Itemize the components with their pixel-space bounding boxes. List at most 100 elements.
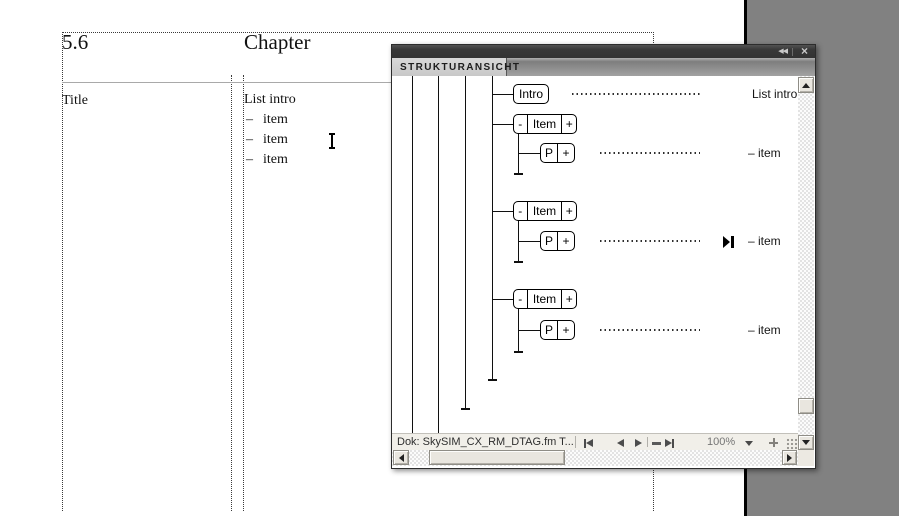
snippet-list-intro[interactable]: List intro bbox=[752, 87, 798, 101]
table-column-divider-left bbox=[231, 75, 232, 511]
tree-line-end-tick bbox=[488, 379, 497, 381]
tree-node-intro[interactable]: Intro bbox=[513, 84, 549, 104]
statusbar-divider bbox=[575, 436, 576, 448]
minus-icon bbox=[652, 442, 661, 445]
tree-connector bbox=[518, 241, 540, 242]
last-page-button[interactable] bbox=[665, 438, 674, 448]
tree-node-p[interactable]: P + bbox=[540, 231, 575, 251]
node-label[interactable]: Item bbox=[526, 115, 562, 133]
collapse-button[interactable]: - bbox=[518, 117, 523, 131]
next-page-button[interactable] bbox=[635, 438, 642, 448]
section-number: 5.6 bbox=[62, 30, 89, 54]
panel-resize-grip[interactable] bbox=[798, 450, 814, 466]
node-label[interactable]: P bbox=[544, 323, 553, 337]
horizontal-scrollbar-thumb[interactable] bbox=[429, 450, 565, 465]
last-page-icon bbox=[665, 439, 672, 447]
zoom-in-button[interactable] bbox=[769, 438, 778, 447]
tree-node-p[interactable]: P + bbox=[540, 143, 575, 163]
structure-tree-canvas[interactable]: Intro List intro - Item + P + – item bbox=[392, 76, 798, 433]
arrow-up-icon bbox=[802, 82, 810, 88]
expand-button[interactable]: + bbox=[561, 202, 576, 220]
horizontal-scrollbar[interactable] bbox=[392, 450, 798, 466]
tree-line-end-tick bbox=[514, 261, 523, 263]
resize-grip-icon[interactable] bbox=[786, 438, 797, 450]
tree-line-end-tick bbox=[461, 408, 470, 410]
text-cursor-icon bbox=[328, 133, 336, 149]
list-intro-text: List intro bbox=[244, 92, 296, 107]
expand-button[interactable]: + bbox=[557, 321, 574, 339]
snippet-item[interactable]: – item bbox=[748, 234, 781, 248]
expand-button[interactable]: + bbox=[561, 115, 576, 133]
arrow-right-icon bbox=[635, 439, 642, 447]
panel-tabstrip: STRUKTURANSICHT bbox=[392, 58, 815, 76]
tree-connector bbox=[518, 153, 540, 154]
list-item-text: item bbox=[263, 132, 288, 147]
statusbar-divider bbox=[647, 437, 648, 447]
panel-titlebar[interactable]: ◀◀ × bbox=[392, 44, 815, 58]
leader-dots bbox=[600, 240, 700, 242]
list-item-dash: – bbox=[246, 112, 253, 127]
tree-line-end-tick bbox=[514, 351, 523, 353]
text-frame-border-top bbox=[62, 32, 654, 33]
snippet-item[interactable]: – item bbox=[748, 323, 781, 337]
node-label[interactable]: Item bbox=[526, 202, 562, 220]
tree-child-line bbox=[518, 134, 519, 174]
tree-node-item[interactable]: - Item + bbox=[513, 114, 577, 134]
scroll-right-button[interactable] bbox=[782, 450, 797, 465]
tree-ancestor-line bbox=[465, 76, 466, 409]
tree-connector bbox=[492, 211, 513, 212]
tab-strukturansicht[interactable]: STRUKTURANSICHT bbox=[392, 58, 519, 76]
panel-statusbar: Dok: SkySIM_CX_RM_DTAG.fm T... 100% bbox=[392, 433, 798, 450]
scroll-up-button[interactable] bbox=[798, 77, 814, 93]
node-label[interactable]: Intro bbox=[518, 87, 543, 101]
expand-button[interactable]: + bbox=[561, 290, 576, 308]
expand-button[interactable]: + bbox=[557, 144, 574, 162]
node-label[interactable]: P bbox=[544, 146, 553, 160]
tree-connector bbox=[492, 124, 513, 125]
first-page-button[interactable] bbox=[584, 438, 593, 448]
collapse-button[interactable]: - bbox=[518, 292, 523, 306]
leader-dots bbox=[600, 329, 700, 331]
tree-line-end-tick bbox=[514, 173, 523, 175]
node-label[interactable]: Item bbox=[526, 290, 562, 308]
tree-connector bbox=[492, 299, 513, 300]
collapse-button[interactable]: - bbox=[518, 204, 523, 218]
tree-connector bbox=[492, 94, 513, 95]
first-page-icon bbox=[586, 439, 593, 447]
zoom-menu-icon[interactable] bbox=[745, 441, 753, 446]
insertion-point-icon bbox=[723, 236, 735, 248]
tree-node-p[interactable]: P + bbox=[540, 320, 575, 340]
tree-connector bbox=[518, 330, 540, 331]
page-minus-button[interactable] bbox=[652, 438, 661, 448]
previous-page-button[interactable] bbox=[617, 438, 624, 448]
chapter-heading: Chapter bbox=[244, 30, 311, 54]
snippet-item[interactable]: – item bbox=[748, 146, 781, 160]
arrow-down-icon bbox=[802, 440, 810, 445]
scroll-left-button[interactable] bbox=[393, 450, 409, 465]
tree-ancestor-line bbox=[438, 76, 439, 433]
zoom-level-value[interactable]: 100% bbox=[707, 436, 736, 448]
header-rule bbox=[62, 82, 654, 83]
tree-ancestor-line bbox=[412, 76, 413, 433]
close-panel-icon[interactable]: × bbox=[800, 44, 808, 58]
scroll-down-button[interactable] bbox=[798, 435, 814, 450]
collapse-panel-icon[interactable]: ◀◀ bbox=[778, 48, 788, 55]
tree-ancestor-line bbox=[492, 76, 493, 380]
vertical-scrollbar-thumb[interactable] bbox=[798, 398, 814, 414]
node-label[interactable]: P bbox=[544, 234, 553, 248]
tree-node-item[interactable]: - Item + bbox=[513, 289, 577, 309]
structure-view-panel: ◀◀ × STRUKTURANSICHT Intro List intro bbox=[391, 44, 816, 469]
list-item-dash: – bbox=[246, 132, 253, 147]
expand-button[interactable]: + bbox=[557, 232, 574, 250]
list-item-text: item bbox=[263, 152, 288, 167]
arrow-left-icon bbox=[398, 453, 404, 462]
table-column-divider-right bbox=[243, 75, 244, 511]
titlebar-divider bbox=[792, 48, 793, 56]
document-name-label[interactable]: Dok: SkySIM_CX_RM_DTAG.fm T... bbox=[397, 436, 574, 448]
vertical-scrollbar[interactable] bbox=[798, 76, 814, 450]
title-cell-text: Title bbox=[62, 93, 88, 108]
arrow-left-icon bbox=[617, 439, 624, 447]
leader-dots bbox=[600, 152, 700, 154]
tree-node-item[interactable]: - Item + bbox=[513, 201, 577, 221]
